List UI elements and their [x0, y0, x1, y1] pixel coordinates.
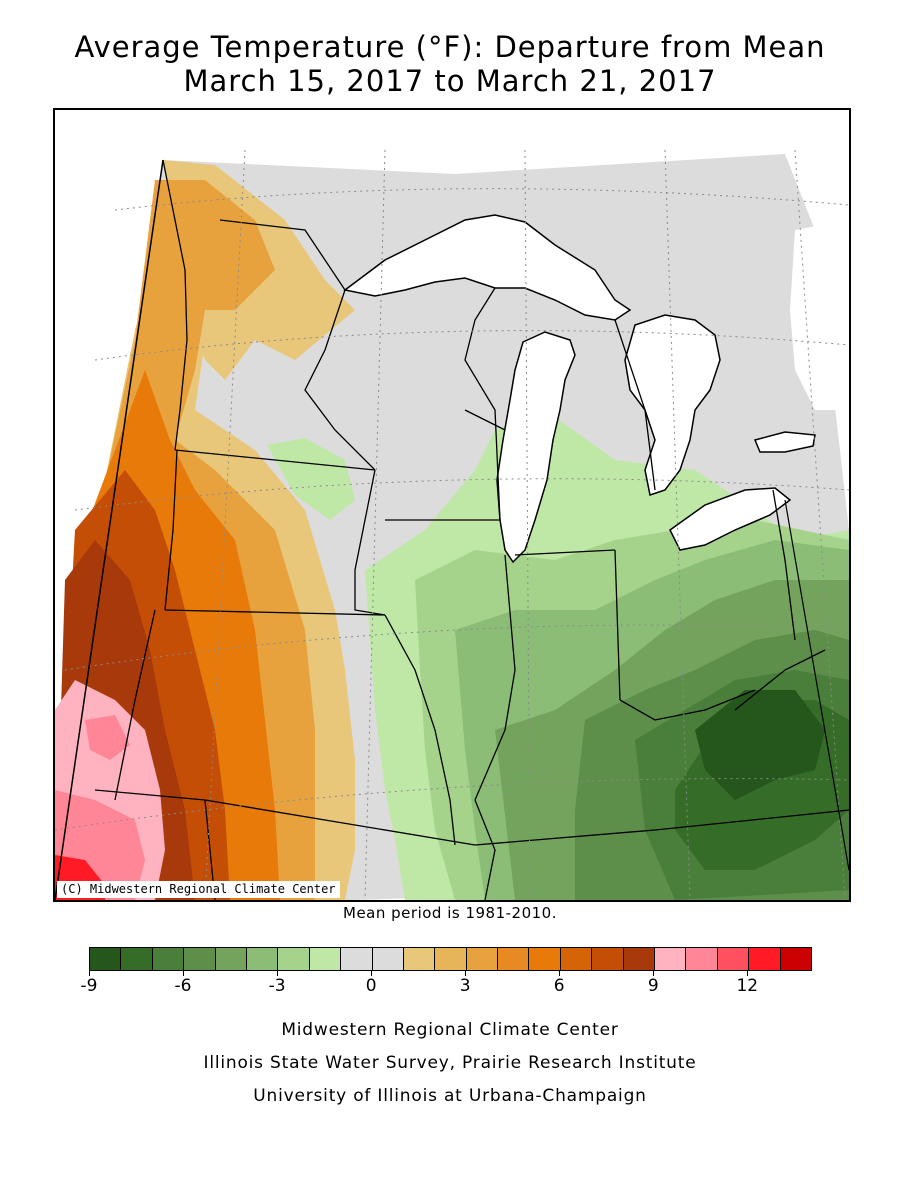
- map-canvas: [55, 110, 849, 900]
- legend-tick-label: 6: [553, 976, 565, 996]
- legend-swatch: [686, 948, 718, 970]
- credit-institute: Illinois State Water Survey, Prairie Res…: [203, 1053, 697, 1073]
- legend-swatch: [655, 948, 687, 970]
- legend-swatch: [372, 948, 404, 970]
- copyright-label: (C) Midwestern Regional Climate Center: [57, 881, 340, 898]
- legend-swatch: [152, 948, 185, 970]
- legend-tick-label: 0: [365, 976, 377, 996]
- legend-tick-label: -6: [174, 976, 192, 996]
- lake-michigan: [496, 331, 576, 564]
- credit-organization: Midwestern Regional Climate Center: [281, 1020, 619, 1040]
- legend-tick-label: -3: [268, 976, 286, 996]
- legend-ticks: [89, 970, 812, 978]
- legend-swatch: [717, 948, 750, 970]
- legend-labels: -9 -6 -3 0 3 6 9 12: [81, 976, 812, 1000]
- legend-swatch: [403, 948, 436, 970]
- map-title: Average Temperature (°F): Departure from…: [74, 30, 826, 64]
- legend-swatch: [435, 948, 467, 970]
- legend-tick-label: -9: [80, 976, 98, 996]
- legend-swatch: [121, 948, 153, 970]
- legend-swatch: [215, 948, 247, 970]
- legend-swatch: [780, 948, 811, 970]
- legend-swatch: [466, 948, 499, 970]
- mean-period-note: Mean period is 1981-2010.: [343, 904, 557, 922]
- legend-swatch: [623, 948, 656, 970]
- lake-ontario: [753, 431, 816, 453]
- domain-outline-east: [784, 499, 849, 871]
- graticule: [55, 149, 849, 900]
- legend-swatch: [498, 948, 530, 970]
- legend-swatch: [529, 948, 561, 970]
- domain-outline: [55, 159, 164, 900]
- legend-tick: [465, 970, 467, 976]
- legend-tick-label: 12: [736, 976, 759, 996]
- legend-tick-label: 9: [647, 976, 659, 996]
- legend-swatch: [560, 948, 593, 970]
- legend-swatch: [90, 948, 122, 970]
- region-cool-north-patch: [267, 438, 355, 520]
- map-date-range: March 15, 2017 to March 21, 2017: [183, 64, 717, 98]
- lake-huron: [624, 314, 721, 496]
- legend-tick: [183, 970, 185, 976]
- legend-swatch: [592, 948, 624, 970]
- credit-university: University of Illinois at Urbana-Champai…: [253, 1086, 647, 1106]
- region-cool-7-8: [695, 690, 825, 800]
- region-hot-pink-patch: [85, 715, 130, 760]
- legend-tick: [747, 970, 749, 976]
- legend-swatch: [184, 948, 216, 970]
- legend-tick: [559, 970, 561, 976]
- legend-swatch: [309, 948, 342, 970]
- legend-swatch: [278, 948, 310, 970]
- lake-ontario-shore: [790, 220, 849, 410]
- color-legend-bar: [89, 947, 812, 971]
- lake-erie: [669, 487, 792, 551]
- legend-swatch: [749, 948, 781, 970]
- legend-tick: [277, 970, 279, 976]
- legend-swatch: [341, 948, 373, 970]
- legend-tick: [653, 970, 655, 976]
- lake-superior: [343, 214, 632, 321]
- temperature-departure-map: (C) Midwestern Regional Climate Center: [53, 108, 851, 902]
- legend-tick: [371, 970, 373, 976]
- legend-swatch: [246, 948, 279, 970]
- legend-tick-label: 3: [459, 976, 471, 996]
- legend-tick: [89, 970, 90, 976]
